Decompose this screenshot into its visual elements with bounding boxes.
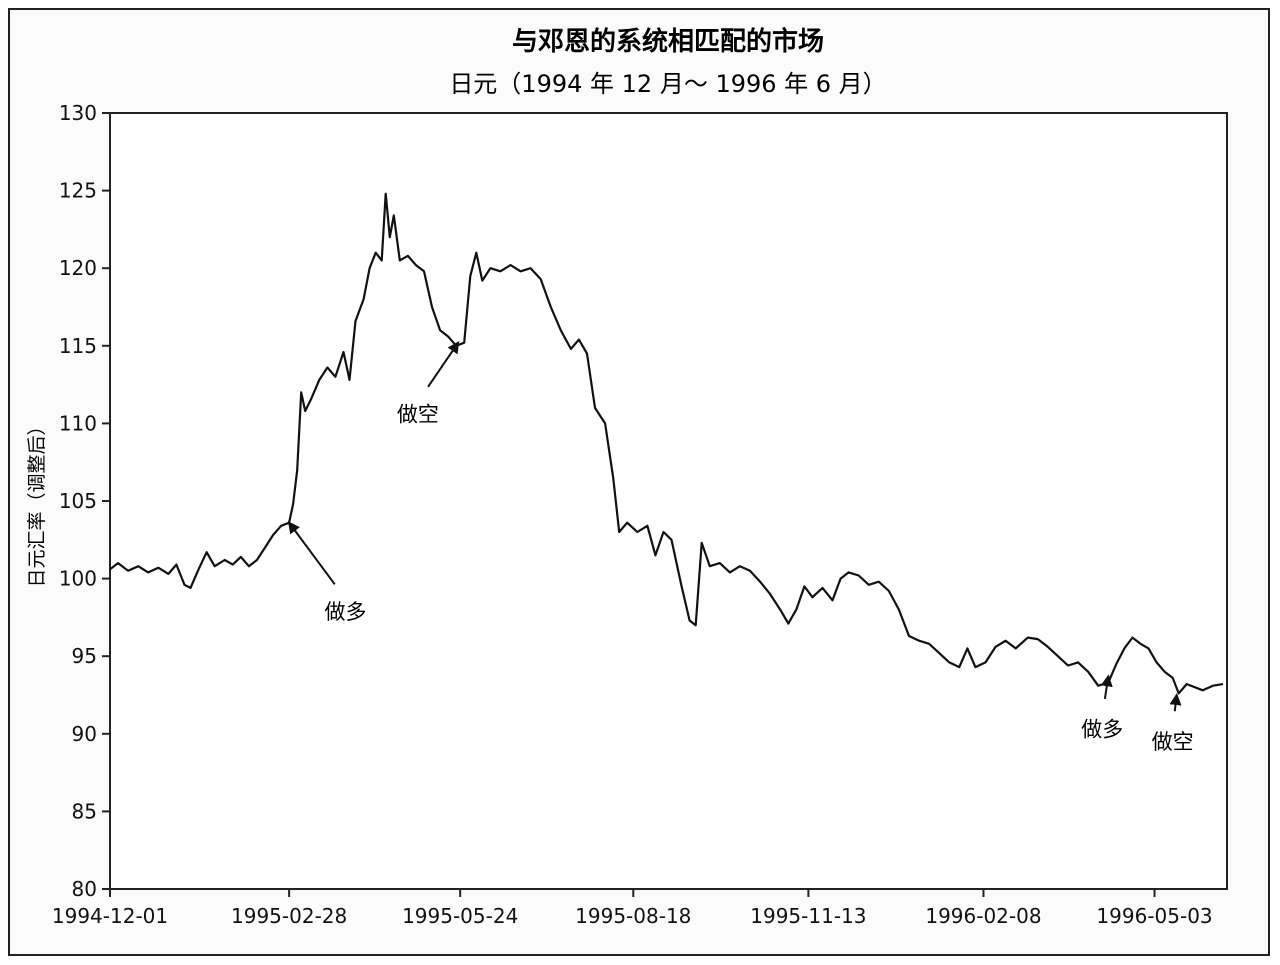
chart-subtitle: 日元（1994 年 12 月～ 1996 年 6 月） bbox=[449, 70, 886, 98]
series-layer bbox=[109, 192, 1224, 695]
y-tick-label: 105 bbox=[59, 489, 97, 513]
y-tick-label: 90 bbox=[72, 722, 97, 746]
x-tick-label: 1994-12-01 bbox=[52, 904, 168, 928]
y-axis: 80 85 90 95 100 105 110 115 120 125 130 bbox=[59, 101, 110, 901]
chart-title: 与邓恩的系统相匹配的市场 bbox=[512, 26, 824, 57]
y-tick-label: 100 bbox=[59, 567, 97, 591]
x-tick-label: 1995-08-18 bbox=[575, 904, 691, 928]
x-tick-label: 1995-11-13 bbox=[750, 904, 866, 928]
annotation-label: 做空 bbox=[1152, 730, 1194, 754]
y-tick-label: 110 bbox=[59, 411, 97, 435]
annotation-arrow bbox=[1100, 674, 1113, 700]
annotation-arrow bbox=[427, 341, 460, 388]
y-tick-label: 80 bbox=[72, 877, 97, 901]
y-tick-label: 115 bbox=[59, 334, 97, 358]
x-tick-label: 1996-02-08 bbox=[925, 904, 1041, 928]
y-tick-label: 125 bbox=[59, 179, 97, 203]
x-tick-label: 1995-05-24 bbox=[402, 904, 518, 928]
y-tick-label: 130 bbox=[59, 101, 97, 125]
annotation-arrow bbox=[1169, 693, 1182, 712]
x-axis: 1994-12-01 1995-02-28 1995-05-24 1995-08-18… bbox=[52, 889, 1213, 928]
annotation-arrow bbox=[287, 521, 336, 585]
annotation-label: 做空 bbox=[397, 403, 439, 427]
y-tick-label: 95 bbox=[72, 644, 97, 668]
x-tick-label: 1996-05-03 bbox=[1096, 904, 1212, 928]
y-axis-label: 日元汇率（调整后） bbox=[26, 416, 48, 587]
plot-area bbox=[109, 112, 1228, 890]
y-tick-label: 120 bbox=[59, 256, 97, 280]
annotation-label: 做多 bbox=[324, 600, 366, 624]
x-tick-label: 1995-02-28 bbox=[231, 904, 347, 928]
y-tick-label: 85 bbox=[72, 799, 97, 823]
annotation-label: 做多 bbox=[1081, 718, 1123, 742]
series-line bbox=[109, 192, 1224, 695]
